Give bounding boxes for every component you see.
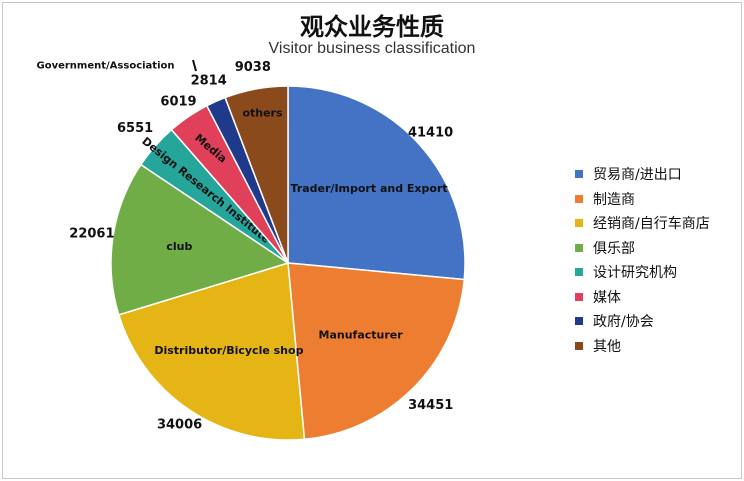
- legend-label: 俱乐部: [593, 240, 635, 257]
- legend-label: 经销商/自行车商店: [593, 216, 710, 233]
- legend-swatch: [575, 170, 583, 179]
- legend-item: 其他: [575, 334, 710, 359]
- legend-label: 媒体: [593, 289, 621, 306]
- slice-value-label: 6551: [117, 121, 153, 136]
- legend-swatch: [575, 243, 583, 252]
- legend-label: 制造商: [593, 191, 635, 208]
- slice-label: Trader/Import and Export: [291, 182, 448, 195]
- legend-label: 其他: [593, 338, 621, 355]
- legend-swatch: [575, 268, 583, 277]
- chart-title: 观众业务性质: [300, 13, 444, 41]
- slice-value-label: 34451: [408, 398, 453, 413]
- legend-item: 媒体: [575, 285, 710, 310]
- slice-label: others: [242, 106, 283, 119]
- slice-value-label: 9038: [235, 60, 271, 75]
- pie-slice: [110, 163, 290, 316]
- legend-swatch: [575, 219, 583, 228]
- legend-swatch: [575, 292, 583, 301]
- legend-item: 贸易商/进出口: [575, 162, 710, 187]
- slice-value-label: 22061: [69, 227, 114, 242]
- legend-item: 设计研究机构: [575, 260, 710, 285]
- legend-item: 经销商/自行车商店: [575, 211, 710, 236]
- slice-label: Government/Association: [37, 60, 175, 71]
- leader-line: [192, 59, 197, 72]
- slice-label: Distributor/Bicycle shop: [154, 344, 303, 357]
- legend-item: 制造商: [575, 187, 710, 212]
- legend-swatch: [575, 194, 583, 203]
- legend-item: 俱乐部: [575, 236, 710, 261]
- pie-slice: [117, 262, 306, 441]
- legend-item: 政府/协会: [575, 309, 710, 334]
- legend-label: 政府/协会: [593, 314, 654, 331]
- slice-value-label: 34006: [157, 417, 202, 432]
- slice-label: Manufacturer: [319, 329, 404, 342]
- pie-slice: [287, 262, 466, 441]
- slice-value-label: 6019: [160, 95, 196, 110]
- legend-label: 设计研究机构: [593, 265, 677, 282]
- pie-slice: [224, 85, 289, 264]
- slice-value-label: 2814: [191, 74, 227, 89]
- pie-slice: [287, 85, 466, 281]
- slice-label: club: [166, 240, 192, 253]
- slice-value-label: 41410: [408, 126, 453, 141]
- legend-swatch: [575, 341, 583, 350]
- chart-subtitle: Visitor business classification: [268, 40, 476, 57]
- legend-label: 贸易商/进出口: [593, 167, 682, 184]
- legend-swatch: [575, 317, 583, 326]
- chart-legend: 贸易商/进出口 制造商经销商/自行车商店 俱乐部设计研究机构 媒体政府/协会其他: [575, 162, 710, 358]
